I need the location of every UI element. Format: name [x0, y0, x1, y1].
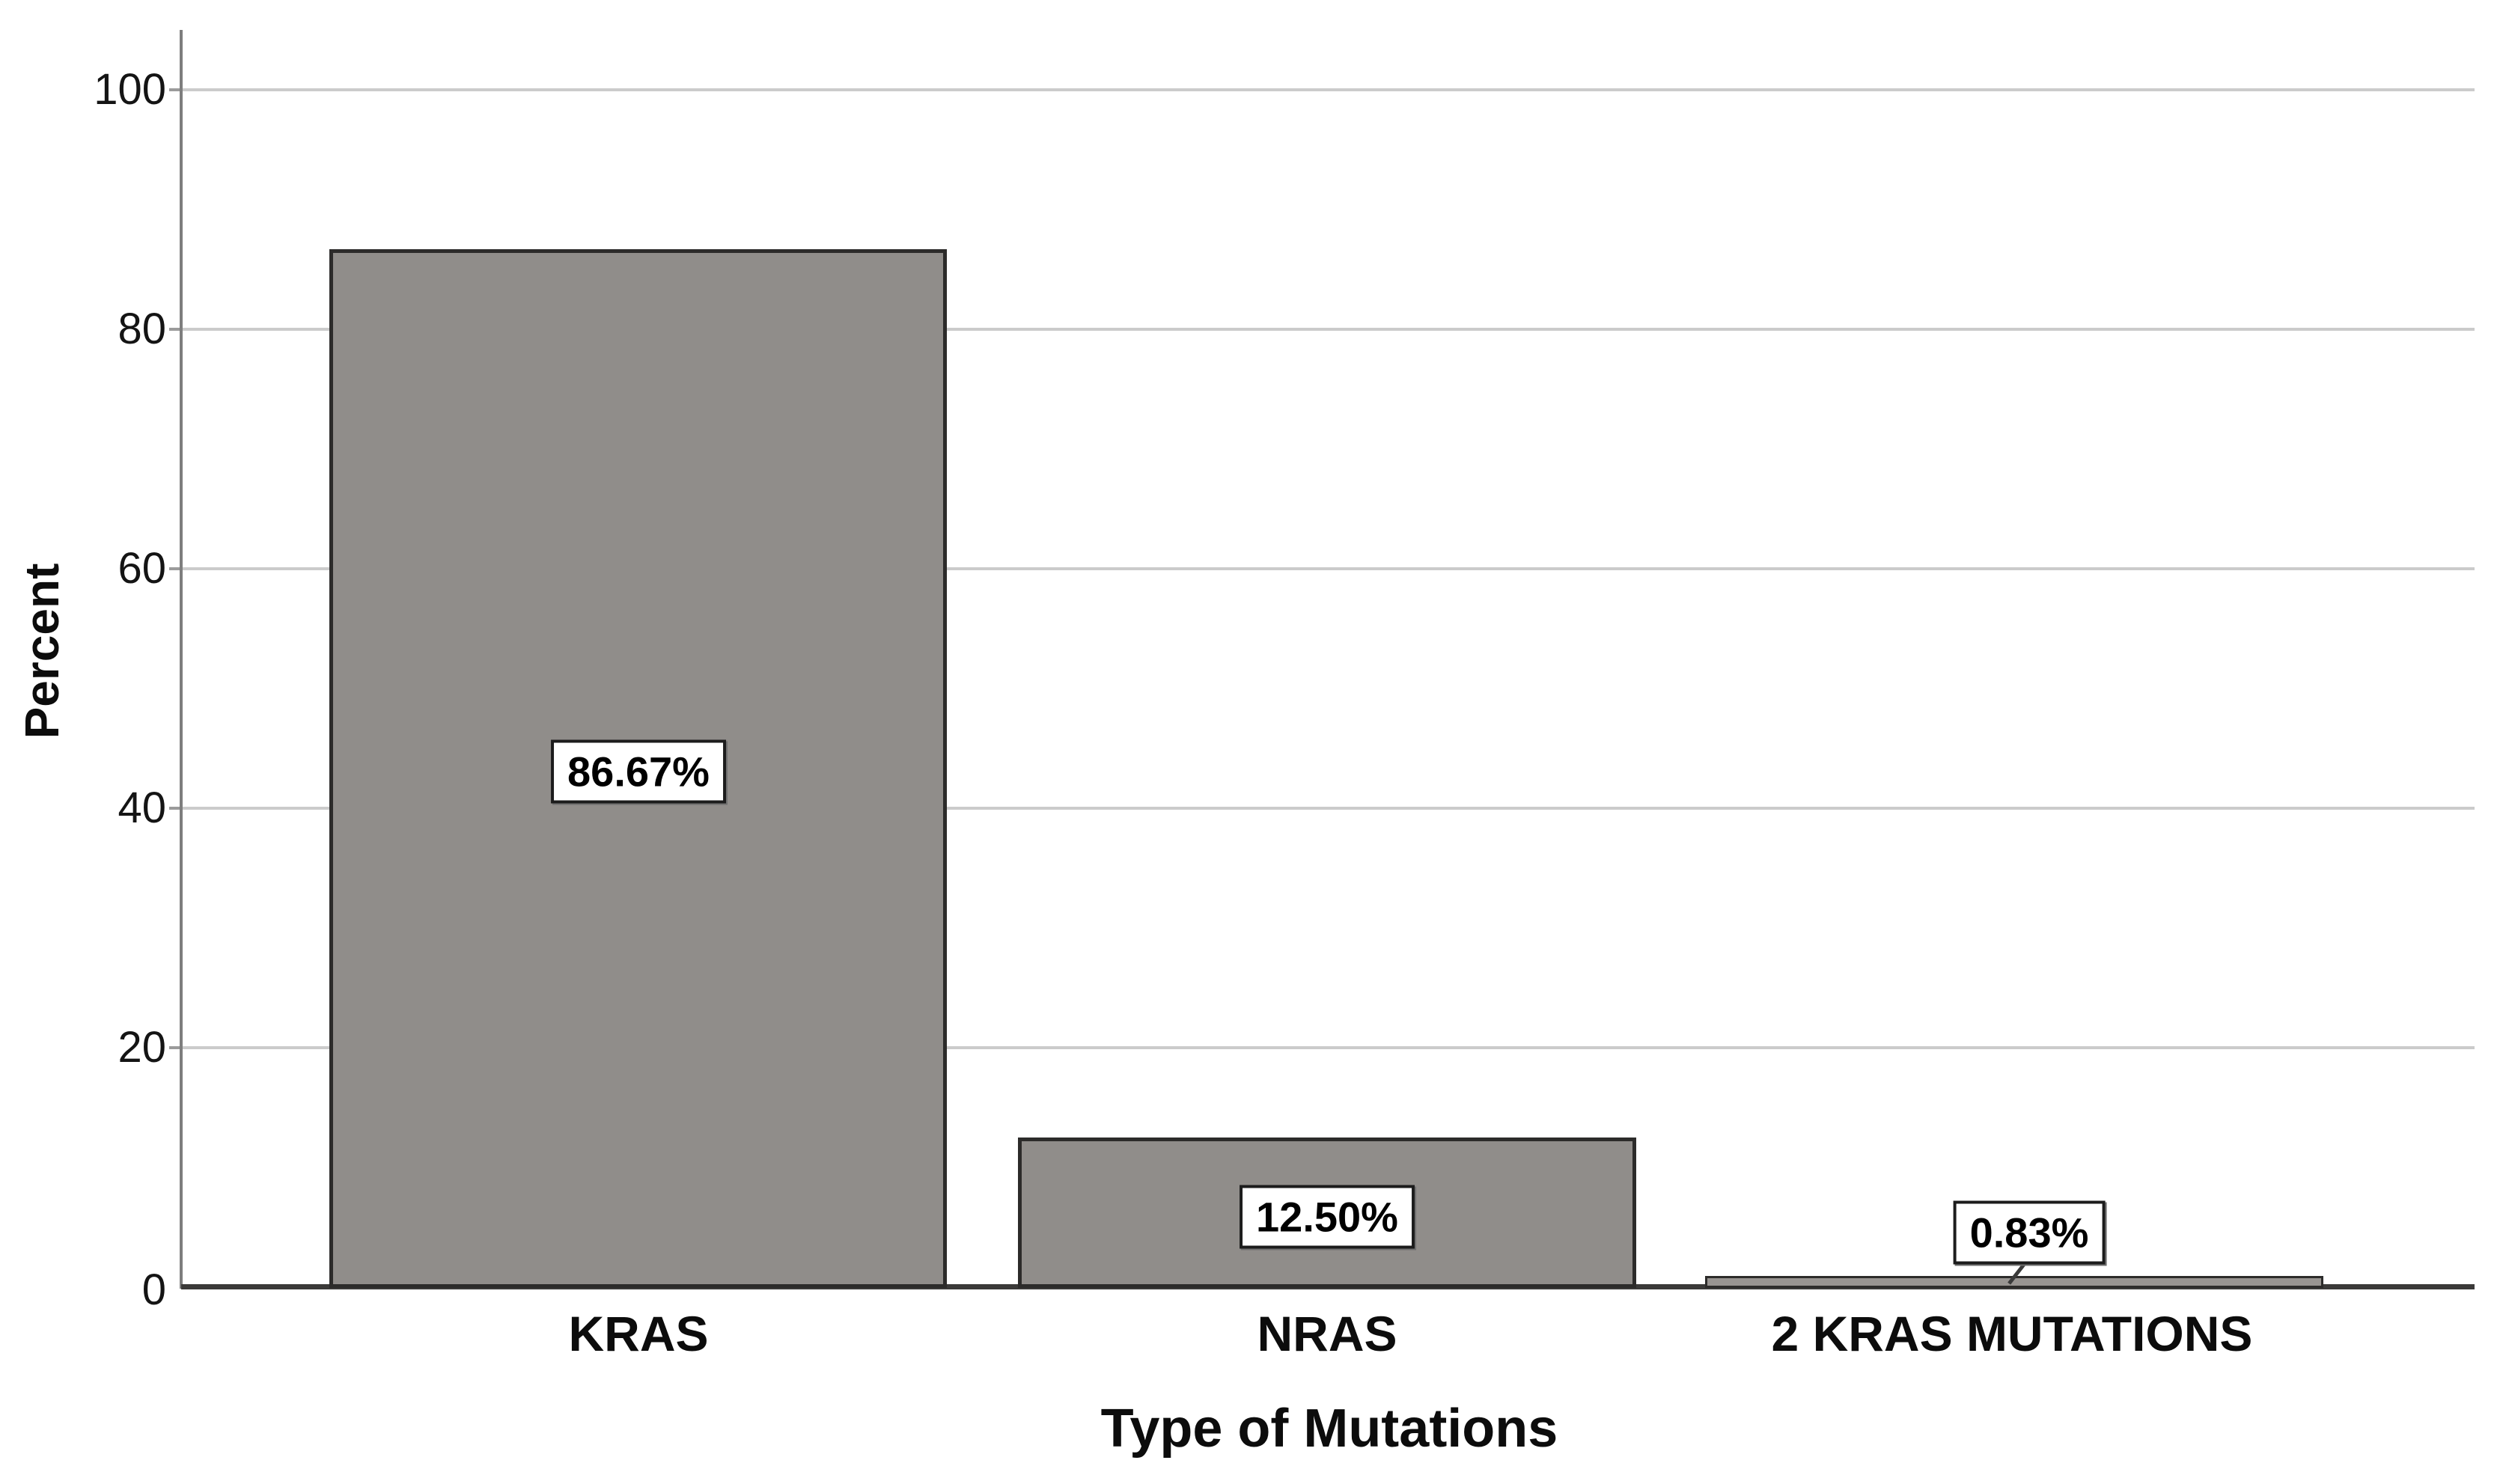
bar-2-kras-mutations	[1705, 1276, 2323, 1288]
gridline-40	[183, 807, 2475, 810]
y-tick-mark-20	[169, 1046, 181, 1049]
value-label-kras: 86.67%	[551, 739, 726, 804]
gridline-80	[183, 328, 2475, 331]
category-label-kras: KRAS	[568, 1306, 709, 1361]
value-label-2-kras-mutations: 0.83%	[1953, 1200, 2106, 1265]
y-tick-mark-40	[169, 807, 181, 810]
y-tick-label-40: 40	[118, 784, 166, 832]
y-tick-label-0: 0	[141, 1265, 166, 1314]
y-tick-mark-100	[169, 88, 181, 91]
y-tick-label-80: 80	[118, 305, 166, 353]
gridline-20	[183, 1046, 2475, 1049]
gridline-100	[183, 88, 2475, 91]
x-axis-title: Type of Mutations	[1100, 1399, 1558, 1459]
y-tick-label-100: 100	[94, 65, 166, 114]
y-tick-mark-60	[169, 567, 181, 570]
y-tick-mark-80	[169, 328, 181, 331]
y-tick-label-60: 60	[118, 544, 166, 593]
gridline-60	[183, 567, 2475, 570]
y-axis-line	[180, 30, 183, 1289]
y-tick-label-20: 20	[118, 1023, 166, 1072]
value-label-nras: 12.50%	[1240, 1185, 1415, 1249]
category-label-nras: NRAS	[1257, 1306, 1397, 1361]
category-label-2-kras-mutations: 2 KRAS MUTATIONS	[1771, 1306, 2253, 1361]
